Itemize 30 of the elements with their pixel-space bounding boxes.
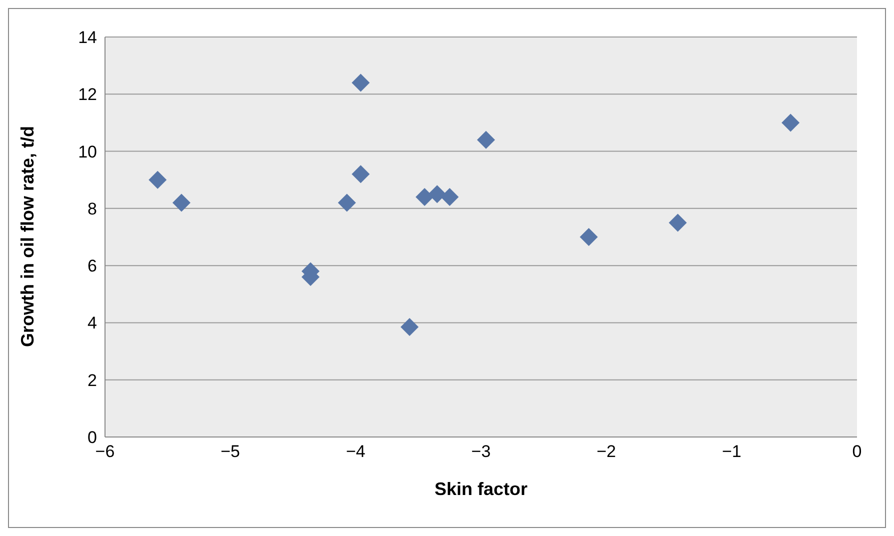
point xyxy=(416,188,434,206)
y-tick-label: 8 xyxy=(88,199,97,218)
y-tick-label: 2 xyxy=(88,370,97,390)
x-axis-title: Skin factor xyxy=(434,479,528,499)
point xyxy=(400,318,419,336)
point xyxy=(580,228,598,246)
y-tick-label: 6 xyxy=(88,256,97,276)
y-tick-label: 4 xyxy=(88,314,97,333)
x-tick-label: −6 xyxy=(95,442,115,462)
x-tick-label: −4 xyxy=(346,442,366,462)
point xyxy=(477,130,496,149)
x-tick-label: −1 xyxy=(722,442,742,462)
point xyxy=(352,74,370,92)
point xyxy=(440,188,459,206)
y-tick-label: 14 xyxy=(78,28,97,48)
y-tick-label: 12 xyxy=(78,85,97,104)
y-axis-title: Growth in oil flow rate, t/d xyxy=(17,126,38,347)
point xyxy=(172,194,190,212)
y-tick-label: 10 xyxy=(78,142,97,162)
point xyxy=(428,185,446,204)
x-tick-label: −3 xyxy=(471,442,491,462)
point xyxy=(782,114,800,132)
point xyxy=(352,165,370,184)
x-tick-label: −5 xyxy=(220,442,240,462)
point xyxy=(668,214,687,232)
point xyxy=(148,170,167,189)
point xyxy=(338,194,356,212)
y-tick-label: 0 xyxy=(88,428,97,448)
x-tick-label: 0 xyxy=(852,442,862,462)
x-tick-label: −2 xyxy=(596,442,616,462)
